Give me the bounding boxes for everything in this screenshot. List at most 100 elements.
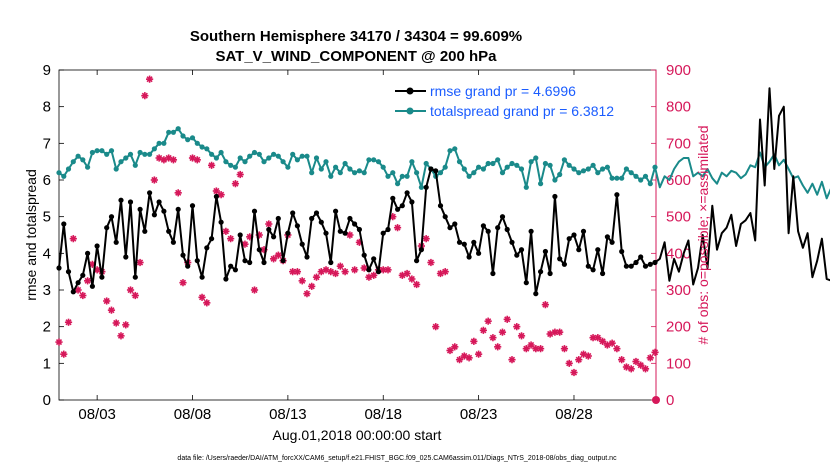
obs-point <box>589 334 597 342</box>
totalspread-point <box>414 170 420 176</box>
obs-point-stroke <box>175 189 182 196</box>
legend-spread-marker <box>406 107 414 115</box>
obs-point <box>513 323 521 331</box>
chart-title-line1: Southern Hemisphere 34170 / 34304 = 99.6… <box>190 28 522 45</box>
rmse-point <box>127 199 134 205</box>
obs-point <box>331 269 340 278</box>
totalspread-point <box>561 157 568 163</box>
obs-point <box>489 334 497 342</box>
obs-point-stroke <box>370 272 377 279</box>
totalspread-point <box>423 160 429 167</box>
rmse-series <box>56 87 830 297</box>
rmse-point <box>280 258 286 264</box>
obs-point <box>227 235 235 243</box>
obs-point-stroke <box>189 154 196 162</box>
rmse-point <box>366 267 372 273</box>
totalspread-point <box>538 181 544 187</box>
obs-point <box>432 323 440 331</box>
totalspread-point <box>318 166 324 172</box>
obs-point <box>303 290 311 298</box>
rmse-point <box>223 276 229 282</box>
obs-point <box>451 343 459 351</box>
totalspread-point <box>123 155 129 161</box>
obs-point <box>346 231 354 239</box>
totalspread-point <box>118 159 124 165</box>
totalspread-point <box>290 151 296 157</box>
totalspread-point <box>361 170 367 176</box>
obs-point-stroke <box>561 345 568 352</box>
totalspread-point <box>623 166 630 172</box>
obs-point-stroke <box>508 356 516 363</box>
obs-point-stroke <box>299 277 306 284</box>
obs-point-stroke <box>485 318 492 325</box>
totalspread-point <box>371 157 377 163</box>
obs-point-stroke <box>551 329 558 336</box>
obs-point <box>131 291 139 300</box>
obs-point <box>145 75 154 83</box>
obs-point-stroke <box>222 228 229 235</box>
obs-point-stroke <box>117 332 125 339</box>
totalspread-point <box>204 146 210 152</box>
y-axis-left-label: rmse and totalspread <box>23 169 39 301</box>
obs-point-stroke <box>651 349 659 356</box>
totalspread-point <box>633 173 639 179</box>
rmse-point <box>523 280 529 286</box>
totalspread-point <box>85 164 91 170</box>
obs-point <box>446 346 454 355</box>
left-axis: 0 1 2 3 4 5 6 7 8 9 <box>43 62 64 409</box>
totalspread-point <box>304 153 310 159</box>
rmse-point <box>204 245 210 251</box>
rmse-point <box>595 247 601 253</box>
obs-point-stroke <box>423 235 430 242</box>
obs-point-stroke <box>513 323 520 330</box>
totalspread-point <box>352 170 358 176</box>
y-axis-right-label: # of obs: o=possible; ×=assimilated <box>695 125 711 344</box>
y-right-tick-label: 800 <box>666 99 691 116</box>
totalspread-point <box>600 166 606 172</box>
totalspread-point <box>366 157 372 163</box>
obs-point-stroke <box>432 323 439 330</box>
obs-point <box>103 297 111 305</box>
totalspread-point <box>185 137 191 143</box>
totalspread-point <box>156 140 162 146</box>
obs-point <box>646 354 654 362</box>
rmse-point <box>333 208 339 214</box>
obs-point-stroke <box>413 281 420 288</box>
x-axis-label: Aug.01,2018 00:00:00 start <box>273 427 442 443</box>
totalspread-point <box>399 173 405 179</box>
totalspread-point <box>619 175 625 181</box>
obs-point-stroke <box>594 334 601 341</box>
obs-point-stroke <box>442 268 449 275</box>
rmse-point <box>209 236 215 242</box>
totalspread-point <box>456 159 463 165</box>
legend-spread-label: totalspread grand pr = 6.3812 <box>430 103 614 119</box>
obs-point-stroke <box>494 343 501 350</box>
totalspread-series <box>56 126 830 200</box>
obs-point <box>64 318 73 326</box>
rmse-point <box>514 252 520 258</box>
obs-point <box>565 359 573 367</box>
totalspread-point <box>490 160 496 167</box>
obs-point-stroke <box>60 351 67 358</box>
y-right-tick-label: 300 <box>666 282 691 299</box>
obs-point <box>117 332 125 340</box>
obs-point-stroke <box>194 156 201 163</box>
totalspread-point <box>485 160 491 167</box>
y-right-tick-label: 700 <box>666 135 691 152</box>
totalspread-point <box>237 155 243 161</box>
obs-point <box>465 354 473 362</box>
rmse-point <box>561 261 568 267</box>
totalspread-point <box>528 159 534 165</box>
totalspread-point <box>285 164 291 170</box>
obs-point <box>231 180 240 188</box>
rmse-point <box>600 270 606 277</box>
obs-point <box>265 220 273 228</box>
obs-point-stroke <box>303 290 311 297</box>
totalspread-point <box>61 173 67 179</box>
obs-point <box>508 356 516 364</box>
obs-point-stroke <box>94 266 101 273</box>
totalspread-point <box>166 129 172 135</box>
obs-point-stroke <box>537 345 544 352</box>
obs-point <box>575 356 583 364</box>
